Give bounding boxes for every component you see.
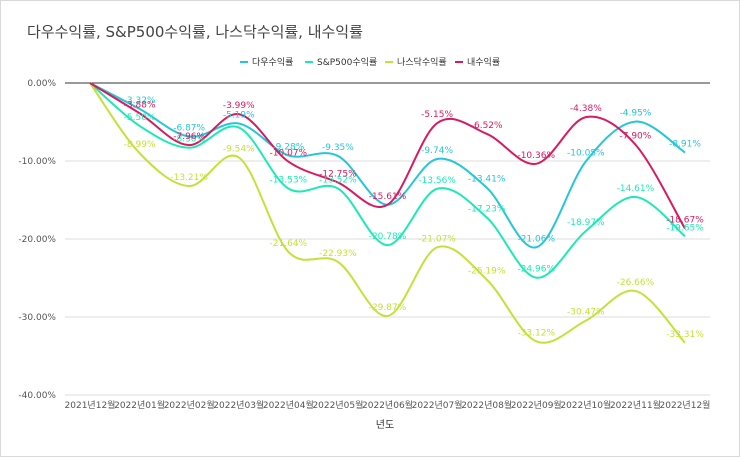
- y-tick-label: -10.00%: [18, 157, 56, 167]
- data-label: -13.41%: [468, 175, 506, 185]
- data-label: -15.61%: [369, 192, 407, 202]
- data-label: -10.05%: [567, 148, 605, 158]
- y-tick-label: -40.00%: [18, 391, 56, 401]
- data-label: -13.21%: [170, 173, 208, 183]
- series-line-3: [89, 82, 686, 344]
- data-label: -18.97%: [567, 218, 605, 228]
- y-tick-label: -30.00%: [18, 313, 56, 323]
- y-tick-label: -20.00%: [18, 235, 56, 245]
- legend-item: 내수익률: [467, 56, 500, 68]
- series-line-4: [89, 82, 686, 230]
- x-tick-label: 2022년08월: [461, 399, 512, 411]
- data-label: -19.65%: [666, 223, 704, 233]
- data-label: -9.35%: [322, 143, 354, 153]
- data-label: -29.87%: [369, 303, 407, 313]
- legend-item: 나스닥수익률: [397, 56, 447, 68]
- x-axis-title: 년도: [376, 419, 394, 431]
- data-label: -33.31%: [666, 330, 704, 340]
- data-label: -6.87%: [173, 124, 205, 134]
- data-label: -8.99%: [124, 140, 156, 150]
- data-label: -3.32%: [124, 96, 156, 106]
- data-label: -4.38%: [570, 104, 602, 114]
- data-label: -17.23%: [468, 204, 506, 214]
- data-label: -18.67%: [666, 216, 704, 226]
- data-label: -8.30%: [173, 135, 205, 145]
- x-tick-label: 2022년09월: [511, 399, 562, 411]
- chart-title: 다우수익률, S&P500수익률, 나스닥수익률, 내수익률: [27, 23, 363, 41]
- legend-item: 다우수익률: [252, 56, 293, 68]
- data-label: -7.96%: [173, 132, 205, 142]
- data-label: -26.66%: [617, 278, 655, 288]
- x-tick-label: 2021년12월: [65, 399, 116, 411]
- data-label: -9.74%: [421, 146, 453, 156]
- data-label: -3.88%: [124, 100, 156, 110]
- data-label: -21.06%: [517, 234, 555, 244]
- data-label: -9.54%: [223, 144, 255, 154]
- data-label: -5.19%: [223, 110, 255, 120]
- x-axis-ticks: 2021년12월2022년01월2022년02월2022년03월2022년04월…: [65, 399, 711, 411]
- data-label: -10.36%: [517, 151, 555, 161]
- data-label: -14.61%: [617, 184, 655, 194]
- x-tick-label: 2022년05월: [312, 399, 363, 411]
- y-axis-ticks: 0.00% -10.00% -20.00% -30.00% -40.00%: [18, 79, 56, 401]
- data-labels: -3.32% -6.87% -5.19% -9.28% -9.35% -9.74% -13.…: [124, 96, 705, 340]
- grid: [65, 82, 710, 396]
- data-label: -22.93%: [319, 249, 357, 259]
- x-tick-label: 2022년04월: [263, 399, 314, 411]
- data-label: -13.52%: [319, 175, 357, 185]
- x-tick-label: 2022년12월: [660, 399, 711, 411]
- x-tick-label: 2022년02월: [164, 399, 215, 411]
- data-label: -21.64%: [270, 239, 308, 249]
- data-label: -5.15%: [421, 110, 453, 120]
- series-line-1: [89, 82, 686, 249]
- data-label: -10.07%: [270, 149, 308, 159]
- data-label: -7.90%: [619, 132, 651, 142]
- x-tick-label: 2022년07월: [412, 399, 463, 411]
- series-line-2: [89, 82, 686, 279]
- data-label: -5.50%: [124, 113, 156, 123]
- data-label: -3.99%: [223, 101, 255, 111]
- x-tick-label: 2022년06월: [362, 399, 413, 411]
- legend-item: S&P500수익률: [317, 56, 377, 68]
- data-label: -9.28%: [272, 142, 304, 152]
- x-tick-label: 2022년03월: [213, 399, 264, 411]
- data-label: -33.12%: [517, 328, 555, 338]
- data-label: -24.96%: [517, 265, 555, 275]
- data-label: -8.91%: [669, 139, 701, 149]
- data-label: -20.78%: [369, 232, 407, 242]
- y-tick-label: 0.00%: [27, 79, 56, 89]
- data-label: -30.47%: [567, 308, 605, 318]
- legend: 다우수익률 S&P500수익률 나스닥수익률 내수익률: [240, 56, 500, 68]
- data-label: -13.53%: [270, 176, 308, 186]
- series-lines: [89, 82, 686, 344]
- x-tick-label: 2022년10월: [560, 399, 611, 411]
- data-label: -12.75%: [319, 169, 357, 179]
- data-label: -13.56%: [418, 176, 456, 186]
- data-label: -25.19%: [468, 266, 506, 276]
- data-label: -6.52%: [471, 121, 503, 131]
- x-tick-label: 2022년11월: [610, 399, 661, 411]
- data-label: -4.95%: [619, 109, 651, 119]
- data-label: -21.07%: [418, 234, 456, 244]
- x-tick-label: 2022년01월: [114, 399, 165, 411]
